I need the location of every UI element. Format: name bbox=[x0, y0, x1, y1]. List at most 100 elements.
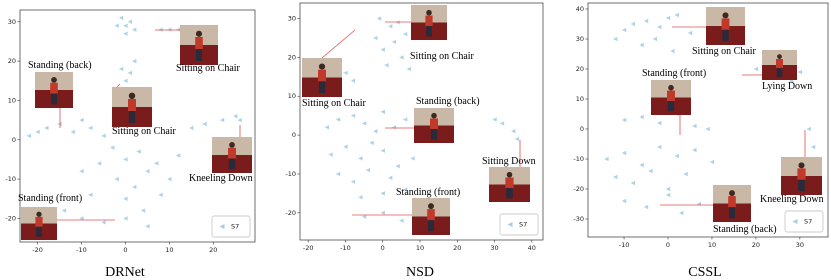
y-tick-label: 0 bbox=[292, 131, 296, 139]
annotation-label: Standing (back) bbox=[28, 60, 92, 71]
point bbox=[648, 168, 653, 174]
y-tick-label: -30 bbox=[573, 215, 584, 223]
y-tick-label: 30 bbox=[576, 35, 584, 43]
photo-legs bbox=[36, 226, 42, 237]
photo-legs bbox=[776, 68, 783, 77]
photo-body bbox=[721, 18, 730, 30]
x-tick-label: -10 bbox=[619, 241, 630, 249]
photo-head bbox=[668, 84, 674, 91]
point bbox=[57, 121, 62, 127]
y-tick-label: 10 bbox=[288, 92, 296, 100]
photo-legs bbox=[430, 129, 438, 140]
photo-legs bbox=[50, 93, 58, 105]
annotation-photo bbox=[212, 137, 252, 173]
point bbox=[621, 27, 627, 33]
point bbox=[145, 224, 150, 229]
subplot-title: NSD bbox=[406, 265, 434, 280]
point bbox=[79, 216, 84, 221]
photo-body bbox=[427, 209, 435, 221]
point bbox=[665, 186, 671, 192]
legend-marker bbox=[219, 224, 225, 229]
y-tick-label: -10 bbox=[285, 170, 296, 178]
point bbox=[639, 114, 644, 120]
point bbox=[110, 145, 115, 150]
point bbox=[380, 148, 385, 153]
point bbox=[613, 36, 618, 42]
x-tick-label: 10 bbox=[165, 246, 173, 254]
y-tick-label: 30 bbox=[8, 18, 16, 26]
x-tick-label: -20 bbox=[303, 244, 314, 252]
point bbox=[696, 201, 701, 207]
annotation-photo bbox=[21, 207, 57, 240]
photo-body bbox=[318, 69, 326, 82]
subplot-title: DRNet bbox=[105, 265, 145, 280]
y-tick-label: 40 bbox=[576, 5, 584, 13]
annotation-label: Standing (front) bbox=[18, 193, 82, 204]
point bbox=[350, 78, 356, 83]
legend-label: S7 bbox=[519, 221, 527, 229]
point bbox=[140, 208, 146, 213]
point bbox=[44, 125, 49, 131]
x-tick-label: 10 bbox=[416, 244, 424, 252]
point bbox=[343, 70, 348, 76]
point bbox=[335, 117, 341, 122]
x-tick-label: -10 bbox=[76, 246, 87, 254]
annotation-label: Kneeling Down bbox=[189, 173, 253, 184]
y-tick-label: 20 bbox=[576, 65, 584, 73]
annotation-label: Sitting Down bbox=[482, 156, 536, 167]
y-tick-label: 20 bbox=[8, 57, 16, 65]
annotation-photo bbox=[411, 5, 447, 40]
photo-body bbox=[776, 59, 783, 68]
point bbox=[358, 195, 363, 200]
photo-legs bbox=[195, 49, 203, 61]
legend-box bbox=[211, 215, 251, 238]
point bbox=[118, 66, 124, 72]
point bbox=[324, 125, 330, 130]
photo-body bbox=[425, 15, 433, 26]
x-tick-label: -20 bbox=[32, 246, 43, 254]
point bbox=[123, 31, 128, 36]
annotation-photo bbox=[651, 80, 691, 115]
photo-head bbox=[229, 142, 235, 148]
photo-legs bbox=[228, 158, 236, 170]
x-tick-label: 0 bbox=[123, 246, 127, 254]
point bbox=[233, 113, 238, 119]
annotation-label: Lying Down bbox=[762, 81, 812, 92]
point bbox=[643, 204, 649, 210]
point bbox=[101, 133, 106, 139]
point bbox=[410, 156, 415, 161]
photo-body bbox=[430, 118, 438, 129]
x-tick-label: 30 bbox=[490, 244, 498, 252]
point bbox=[132, 27, 137, 32]
point bbox=[797, 69, 803, 75]
annotation-label: Standing (front) bbox=[642, 68, 706, 79]
point bbox=[753, 66, 759, 72]
y-tick-label: -20 bbox=[573, 185, 584, 193]
annotation-photo bbox=[112, 87, 152, 127]
point bbox=[145, 169, 150, 174]
photo-legs bbox=[318, 81, 326, 94]
point bbox=[639, 162, 644, 168]
legend-marker bbox=[792, 219, 798, 224]
point bbox=[604, 156, 609, 162]
point bbox=[79, 169, 84, 174]
annotation-line bbox=[321, 29, 356, 59]
point bbox=[132, 58, 137, 64]
point bbox=[153, 161, 159, 166]
point bbox=[499, 121, 505, 126]
point bbox=[114, 176, 119, 182]
photo-head bbox=[36, 211, 42, 217]
annotation-label: Standing (back) bbox=[713, 224, 777, 235]
point bbox=[384, 62, 389, 68]
subplot: -20 -10 0 10 20 -20 -10 0 10 20 30 Sitting on Chair… bbox=[5, 9, 256, 280]
axes-frame bbox=[587, 2, 829, 238]
point bbox=[687, 30, 693, 36]
point bbox=[692, 123, 697, 129]
point bbox=[61, 208, 67, 213]
y-tick-label: 0 bbox=[12, 136, 16, 144]
annotation-label: Standing (front) bbox=[396, 187, 460, 198]
point bbox=[343, 144, 348, 149]
point bbox=[350, 113, 356, 118]
point bbox=[391, 39, 397, 45]
